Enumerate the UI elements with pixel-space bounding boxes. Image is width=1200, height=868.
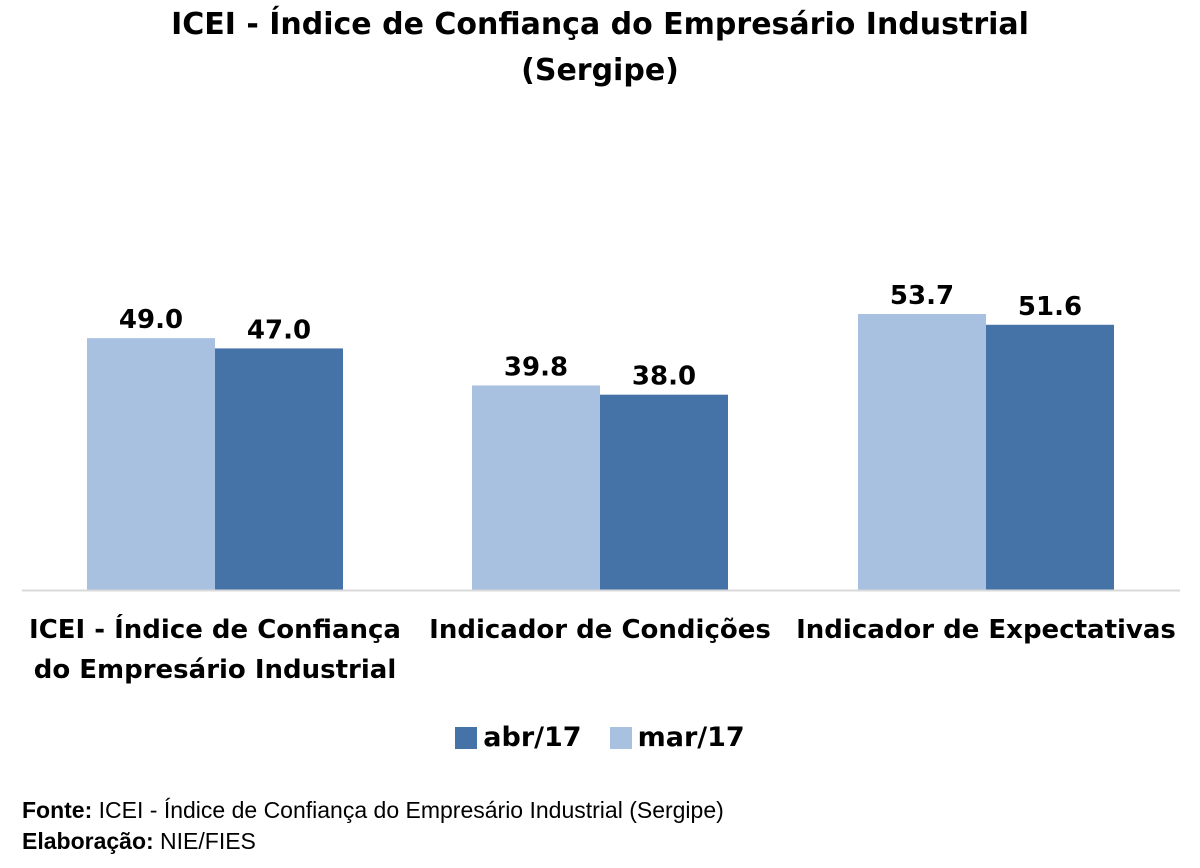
bar-abr-17-1 xyxy=(600,394,728,590)
credit-text: NIE/FIES xyxy=(153,828,256,854)
bar-abr-17-2 xyxy=(986,324,1114,590)
chart-title-main: ICEI - Índice de Confiança do Empresário… xyxy=(171,7,1029,42)
category-label-0-0: ICEI - Índice de Confiança xyxy=(29,613,401,645)
bar-mar-17-2 xyxy=(858,313,986,590)
data-label-mar-17-0: 49.0 xyxy=(119,305,183,335)
data-label-abr-17-1: 38.0 xyxy=(632,362,696,392)
bar-mar-17-1 xyxy=(472,385,600,590)
legend-swatch-mar xyxy=(609,726,632,749)
legend-swatch-abr xyxy=(455,726,478,749)
bar-abr-17-0 xyxy=(215,348,343,590)
chart-subtitle: (Sergipe) xyxy=(521,53,679,88)
legend-item-mar: mar/17 xyxy=(609,722,745,753)
category-label-0-1: do Empresário Industrial xyxy=(34,655,397,685)
category-label-2-0: Indicador de Expectativas xyxy=(796,615,1176,645)
legend-item-abr: abr/17 xyxy=(455,722,582,753)
data-label-mar-17-1: 39.8 xyxy=(504,352,568,382)
source-note: Fonte: ICEI - Índice de Confiança do Emp… xyxy=(22,795,724,826)
credit-note: Elaboração: NIE/FIES xyxy=(22,826,724,857)
source-label: Fonte: xyxy=(22,797,93,823)
legend: abr/17 mar/17 xyxy=(0,722,1200,753)
data-label-mar-17-2: 53.7 xyxy=(890,281,954,311)
bar-mar-17-0 xyxy=(87,338,215,590)
legend-label-mar: mar/17 xyxy=(637,722,745,753)
chart-title: ICEI - Índice de Confiança do Empresário… xyxy=(0,2,1200,94)
data-label-abr-17-0: 47.0 xyxy=(247,315,311,345)
source-text: ICEI - Índice de Confiança do Empresário… xyxy=(92,797,724,823)
credit-label: Elaboração: xyxy=(22,828,154,854)
data-label-abr-17-2: 51.6 xyxy=(1018,292,1082,322)
category-label-1-0: Indicador de Condições xyxy=(429,615,771,645)
chart-footer: Fonte: ICEI - Índice de Confiança do Emp… xyxy=(22,795,724,857)
legend-label-abr: abr/17 xyxy=(483,722,582,753)
